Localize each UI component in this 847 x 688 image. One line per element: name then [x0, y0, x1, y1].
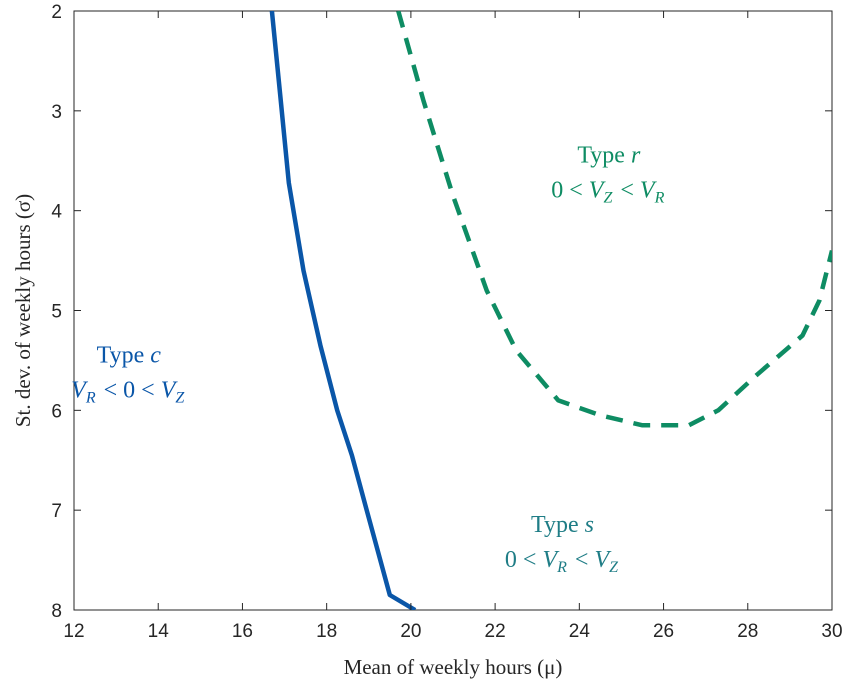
x-tick-label: 20 [400, 621, 421, 642]
x-tick-label: 18 [316, 621, 337, 642]
y-tick-label: 7 [51, 501, 62, 522]
x-tick-label: 28 [737, 621, 758, 642]
annotation-title: Type r [577, 143, 641, 169]
series-line-dashed [396, 11, 832, 428]
annotation-type-s: Type s 0 < VR < VZ [505, 512, 620, 576]
y-tick-label: 2 [51, 2, 62, 23]
annotation-condition: 0 < VZ < VR [551, 178, 666, 207]
annotation-type-c: Type c VR < 0 < VZ [71, 342, 186, 406]
x-tick-label: 22 [485, 621, 506, 642]
series-layer [269, 11, 832, 610]
x-tick-label: 30 [821, 621, 842, 642]
ticks-layer: 12 14 16 18 20 22 24 26 28 30 2 3 4 5 6 7 8 [51, 2, 842, 642]
x-tick-label: 16 [232, 621, 253, 642]
annotations-layer: Type c VR < 0 < VZ Type r 0 < VZ < VR Type… [71, 143, 666, 576]
plot-frame [73, 10, 833, 611]
y-tick-label: 5 [51, 302, 62, 323]
annotation-title: Type c [97, 342, 162, 368]
annotation-type-r: Type r 0 < VZ < VR [551, 143, 666, 207]
annotation-condition: VR < 0 < VZ [71, 377, 186, 406]
x-tick-label: 14 [148, 621, 170, 642]
y-tick-label: 8 [51, 601, 62, 622]
x-tick-label: 24 [569, 621, 591, 642]
y-tick-label: 4 [51, 202, 62, 223]
annotation-title: Type s [531, 512, 594, 538]
x-tick-label: 12 [63, 621, 84, 642]
x-axis-title: Mean of weekly hours (μ) [344, 655, 563, 679]
y-tick-label: 3 [51, 102, 62, 123]
series-line-solid [269, 11, 417, 610]
y-tick-label: 6 [51, 401, 62, 422]
plot-area [73, 10, 833, 611]
y-axis-title: St. dev. of weekly hours (σ) [11, 194, 35, 427]
annotation-condition: 0 < VR < VZ [505, 547, 620, 576]
x-tick-label: 26 [653, 621, 674, 642]
